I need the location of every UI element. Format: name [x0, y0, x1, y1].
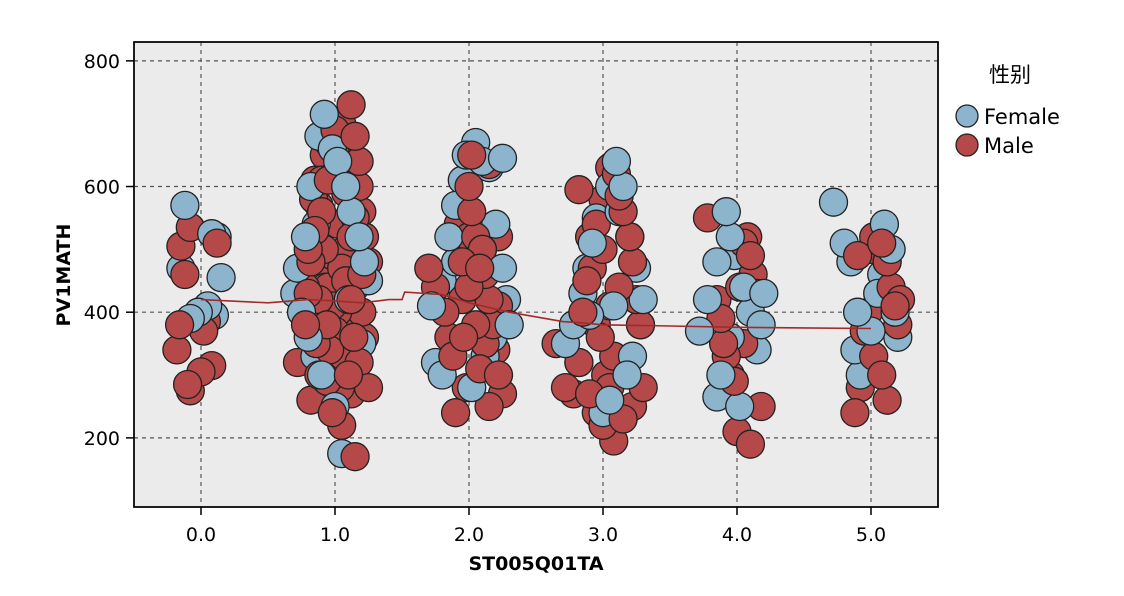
y-tick-label: 800	[84, 51, 120, 73]
data-point-female	[331, 171, 361, 202]
data-point-female	[725, 391, 755, 422]
data-point-male	[457, 197, 487, 227]
data-point-male	[414, 253, 444, 283]
legend-label-male: Male	[984, 134, 1034, 158]
data-point-male	[340, 121, 370, 151]
data-point-female	[628, 284, 658, 315]
data-point-female	[706, 360, 736, 390]
data-point-female	[577, 228, 607, 258]
data-point-male	[336, 284, 366, 315]
data-point-male	[339, 322, 369, 352]
data-point-female	[702, 247, 732, 277]
data-point-male	[164, 310, 195, 340]
data-point-male	[735, 240, 766, 271]
data-point-male	[564, 175, 594, 205]
data-point-female	[434, 222, 464, 252]
data-point-male	[735, 429, 766, 459]
data-point-female	[416, 291, 447, 321]
fit-line-layer	[200, 291, 872, 330]
data-point-female	[206, 262, 236, 293]
data-point-male	[465, 253, 495, 283]
plot-background	[133, 41, 939, 508]
data-point-male	[615, 222, 645, 252]
data-point-male	[202, 228, 232, 258]
data-point-male	[333, 360, 364, 390]
data-point-male	[840, 398, 870, 428]
y-tick-label: 400	[84, 302, 120, 324]
data-point-female	[749, 278, 779, 309]
data-point-female	[746, 310, 776, 340]
data-point-male	[457, 140, 487, 170]
y-tick-label: 600	[84, 177, 120, 199]
data-point-male	[842, 240, 873, 271]
data-point-female	[601, 146, 632, 177]
data-point-male	[568, 297, 598, 327]
data-point-male	[872, 385, 902, 415]
x-tick-label: 5.0	[856, 524, 886, 546]
x-tick-label: 3.0	[588, 524, 618, 546]
axes: 0.0 1.0 2.0 3.0 4.0 5.0 200 400 600 800	[84, 51, 886, 546]
data-point-female	[684, 316, 715, 346]
data-point-female	[494, 310, 524, 340]
data-point-female	[170, 190, 200, 221]
legend-title: 性别	[989, 63, 1031, 87]
data-point-female	[306, 360, 337, 390]
data-point-male	[162, 335, 192, 365]
data-point-female	[309, 99, 339, 129]
data-point-male	[880, 291, 910, 321]
data-point-male	[336, 90, 366, 120]
data-point-female	[818, 187, 849, 217]
x-axis-title: ST005Q01TA	[468, 553, 603, 575]
data-point-female	[608, 171, 638, 202]
data-point-male	[317, 398, 347, 428]
data-point-male	[550, 372, 581, 403]
legend: 性别 Female Male	[955, 63, 1060, 158]
data-point-female	[344, 222, 374, 252]
data-point-female	[487, 143, 518, 173]
data-point-male	[483, 360, 514, 390]
data-point-female	[323, 146, 353, 177]
data-point-female	[336, 197, 366, 227]
data-point-female	[692, 284, 723, 315]
fit-line	[200, 291, 872, 330]
data-point-male	[440, 398, 471, 428]
legend-label-female: Female	[984, 105, 1060, 129]
data-point-male	[572, 266, 602, 296]
legend-marker-female	[955, 104, 979, 128]
y-axis-title: PV1MATH	[53, 224, 75, 327]
legend-marker-male	[955, 133, 979, 157]
data-point-female	[711, 197, 741, 227]
x-tick-label: 4.0	[722, 524, 752, 546]
plot-border	[133, 41, 939, 508]
y-tick-label: 200	[84, 428, 120, 450]
data-points	[162, 90, 916, 472]
data-point-female	[595, 385, 625, 415]
data-point-male	[867, 228, 897, 258]
data-point-male	[290, 310, 321, 340]
x-tick-label: 2.0	[454, 524, 484, 546]
data-point-male	[617, 247, 648, 277]
data-point-male	[340, 442, 370, 472]
data-point-male	[448, 322, 479, 352]
x-tick-label: 0.0	[186, 524, 216, 546]
data-point-female	[842, 297, 873, 327]
data-point-male	[172, 369, 203, 400]
data-point-female	[290, 222, 321, 252]
data-point-male	[170, 259, 200, 290]
data-point-female	[349, 247, 380, 277]
data-point-male	[867, 360, 897, 390]
data-point-male	[454, 171, 484, 202]
x-tick-label: 1.0	[320, 524, 350, 546]
data-point-male	[474, 391, 504, 422]
data-point-female	[612, 360, 642, 390]
